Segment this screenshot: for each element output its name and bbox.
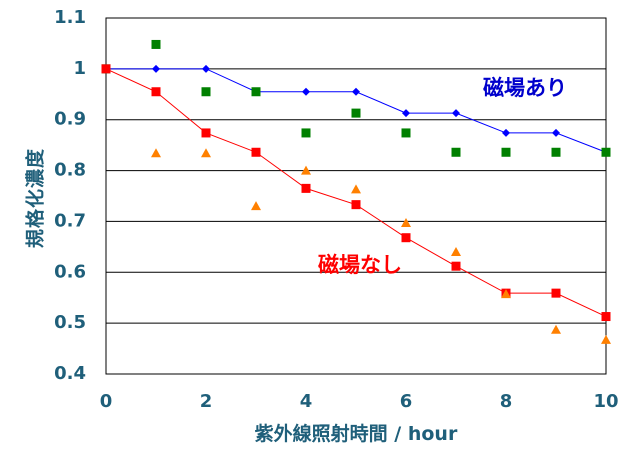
y-tick-label: 0.5 xyxy=(54,312,86,333)
data-point xyxy=(251,147,261,157)
data-point xyxy=(301,128,311,138)
plot-area-border xyxy=(105,17,607,375)
y-tick-label: 0.4 xyxy=(54,363,86,384)
x-tick-label: 6 xyxy=(400,391,413,412)
data-point xyxy=(151,148,161,158)
data-point xyxy=(551,147,561,157)
data-point xyxy=(201,128,211,138)
data-point xyxy=(101,64,111,74)
data-point xyxy=(552,128,560,137)
y-tick-labels: 0.4 0.5 0.6 0.7 0.8 0.9 1 1.1 xyxy=(54,7,86,384)
x-axis-title: 紫外線照射時間 / hour xyxy=(255,422,458,445)
data-point xyxy=(401,217,411,227)
x-tick-label: 8 xyxy=(500,391,513,412)
series-layer xyxy=(101,39,611,344)
y-axis-title: 規格化濃度 xyxy=(24,148,47,248)
data-point xyxy=(201,148,211,158)
data-point xyxy=(202,64,210,73)
data-point xyxy=(401,128,411,138)
data-point xyxy=(201,87,211,97)
x-tick-label: 2 xyxy=(200,391,213,412)
data-point xyxy=(601,312,611,322)
data-point xyxy=(351,200,361,210)
x-tick-label: 10 xyxy=(593,391,618,412)
data-point xyxy=(351,108,361,118)
data-point xyxy=(151,87,161,97)
data-point xyxy=(451,246,461,256)
series-0 xyxy=(102,64,610,157)
data-point xyxy=(301,165,311,175)
gridlines xyxy=(106,17,606,375)
series-3 xyxy=(151,148,611,344)
y-tick-label: 1.1 xyxy=(54,7,86,28)
x-tick-labels: 0 2 4 6 8 10 xyxy=(100,391,619,412)
y-tick-label: 0.7 xyxy=(54,210,86,231)
x-tick-label: 4 xyxy=(300,391,313,412)
data-point xyxy=(502,128,510,137)
data-point xyxy=(601,147,611,157)
y-tick-label: 1 xyxy=(73,58,86,79)
data-point xyxy=(551,324,561,334)
data-point xyxy=(451,261,461,271)
annotation-without-magnet: 磁場なし xyxy=(318,253,402,277)
data-point xyxy=(501,147,511,157)
data-point xyxy=(151,39,161,49)
data-point xyxy=(352,87,360,96)
x-tick-label: 0 xyxy=(100,391,113,412)
data-point xyxy=(251,87,261,97)
y-tick-label: 0.6 xyxy=(54,261,86,282)
data-point xyxy=(601,334,611,344)
data-point xyxy=(451,147,461,157)
data-point xyxy=(302,87,310,96)
data-point xyxy=(551,288,561,298)
y-tick-label: 0.8 xyxy=(54,160,86,181)
data-point xyxy=(401,233,411,243)
annotation-with-magnet: 磁場あり xyxy=(483,76,567,100)
y-tick-label: 0.9 xyxy=(54,109,86,130)
data-point xyxy=(501,289,511,299)
data-point xyxy=(251,201,261,211)
data-point xyxy=(452,109,460,118)
data-point xyxy=(301,183,311,193)
data-point xyxy=(152,64,160,73)
data-point xyxy=(351,184,361,194)
data-point xyxy=(402,109,410,118)
